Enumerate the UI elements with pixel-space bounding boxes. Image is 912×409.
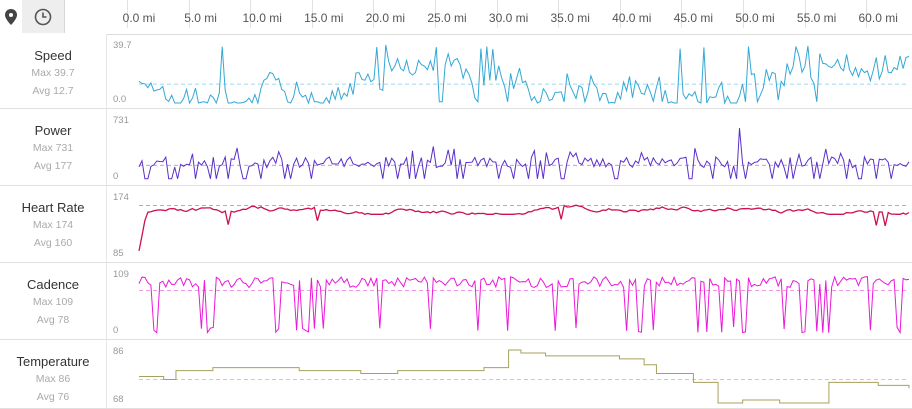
series-line — [138, 44, 910, 105]
metric-label-column: Heart Rate Max 174 Avg 160 — [0, 186, 106, 263]
y-max-label: 86 — [113, 346, 124, 357]
row-divider — [0, 185, 912, 186]
axis-tick-label: 0.0 mi — [122, 11, 156, 25]
metric-row-cadence: Cadence Max 109 Avg 78 109 0 — [0, 263, 912, 340]
axis-tick-label: 35.0 mi — [550, 11, 590, 25]
axis-tick-label: 15.0 mi — [304, 11, 344, 25]
metric-label-column: Temperature Max 86 Avg 76 — [0, 340, 106, 409]
axis-tick — [558, 0, 560, 28]
metric-row-temperature: Temperature Max 86 Avg 76 86 68 — [0, 340, 912, 409]
metric-label-column: Power Max 731 Avg 177 — [0, 109, 106, 186]
axis-tick — [804, 0, 806, 28]
metric-max: Max 86 — [35, 373, 71, 385]
metric-name: Speed — [34, 48, 72, 63]
metric-plot[interactable]: 109 0 — [106, 263, 912, 340]
metric-row-power: Power Max 731 Avg 177 731 0 — [0, 109, 912, 186]
row-divider — [0, 262, 912, 263]
metric-name: Heart Rate — [21, 200, 85, 215]
axis-tick-label: 55.0 mi — [796, 11, 837, 25]
metric-avg: Avg 12.7 — [32, 85, 74, 97]
y-max-label: 39.7 — [113, 40, 132, 51]
metric-label-column: Cadence Max 109 Avg 78 — [0, 263, 106, 340]
metric-avg: Avg 160 — [33, 237, 73, 249]
metric-name: Power — [34, 123, 72, 138]
metric-avg: Avg 177 — [33, 160, 73, 172]
metric-row-heart-rate: Heart Rate Max 174 Avg 160 174 85 — [0, 186, 912, 263]
metric-avg: Avg 78 — [36, 314, 70, 326]
axis-tick — [311, 0, 313, 28]
y-min-label: 0 — [113, 171, 119, 182]
metric-label-column: Speed Max 39.7 Avg 12.7 — [0, 34, 106, 109]
axis-tick — [681, 0, 683, 28]
y-max-label: 174 — [113, 192, 129, 203]
metric-max: Max 109 — [32, 296, 74, 308]
metric-chart — [138, 128, 910, 180]
y-min-label: 0.0 — [113, 94, 127, 105]
y-max-label: 731 — [113, 115, 129, 126]
metric-plot[interactable]: 86 68 — [106, 340, 912, 409]
metric-plot[interactable]: 731 0 — [106, 109, 912, 186]
metric-avg: Avg 76 — [36, 391, 70, 403]
axis-tick-label: 50.0 mi — [735, 11, 775, 25]
axis-tick-label: 45.0 mi — [673, 11, 714, 25]
distance-axis: 0.0 mi 5.0 mi 10.0 mi 15.0 mi 20.0 mi 25.0 mi… — [0, 0, 912, 34]
time-view-button[interactable] — [22, 0, 65, 33]
metric-max: Max 174 — [32, 219, 74, 231]
axis-tick-label: 10.0 mi — [242, 11, 282, 25]
axis-tick-label: 30.0 mi — [488, 11, 529, 25]
row-divider — [0, 339, 912, 340]
axis-tick — [435, 0, 436, 28]
series-line — [139, 349, 910, 404]
axis-tick-label: 60.0 mi — [858, 11, 898, 25]
axis-tick-label: 25.0 mi — [427, 11, 467, 25]
metric-chart — [138, 44, 910, 105]
axis-tick-label: 5.0 mi — [184, 11, 217, 25]
metric-chart — [138, 275, 910, 335]
map-view-button[interactable] — [0, 0, 22, 33]
series-line — [138, 275, 910, 335]
metric-name: Temperature — [16, 354, 90, 369]
series-line — [138, 204, 910, 252]
metric-chart — [139, 349, 910, 404]
axis-tick — [188, 0, 190, 28]
axis-tick — [496, 0, 498, 28]
row-divider — [0, 108, 912, 109]
axis-tick — [250, 0, 252, 28]
y-max-label: 109 — [113, 269, 129, 280]
axis-tick — [373, 0, 375, 28]
metric-name: Cadence — [26, 277, 80, 292]
axis-tick — [127, 0, 128, 28]
y-min-label: 68 — [113, 394, 124, 405]
y-min-label: 85 — [113, 248, 124, 259]
metric-max: Max 39.7 — [31, 67, 75, 79]
y-min-label: 0 — [113, 325, 119, 336]
axis-tick-label: 40.0 mi — [612, 11, 652, 25]
metric-row-speed: Speed Max 39.7 Avg 12.7 39.7 0.0 — [0, 34, 912, 109]
series-line — [138, 128, 910, 180]
axis-tick — [619, 0, 621, 28]
top-toolbar: 0.0 mi 5.0 mi 10.0 mi 15.0 mi 20.0 mi 25.0 mi… — [0, 0, 912, 35]
metric-chart — [138, 204, 910, 252]
metric-plot[interactable]: 174 85 — [106, 186, 912, 263]
map-pin-icon — [5, 8, 17, 25]
clock-icon — [34, 8, 52, 25]
axis-tick-label: 20.0 mi — [365, 11, 406, 25]
axis-tick — [743, 0, 744, 28]
metric-plot[interactable]: 39.7 0.0 — [106, 34, 912, 109]
metric-max: Max 731 — [32, 142, 74, 154]
axis-tick — [866, 0, 868, 28]
